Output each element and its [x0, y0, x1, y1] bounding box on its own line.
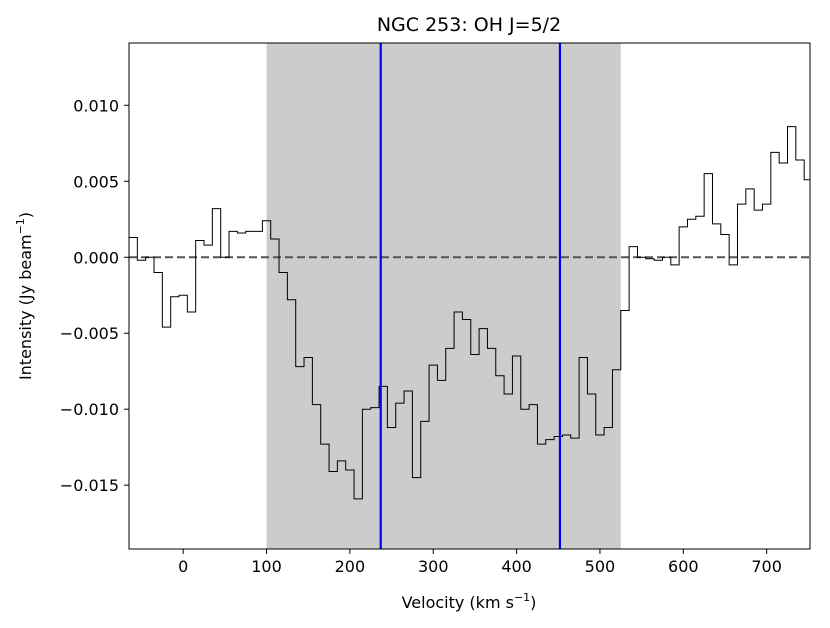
y-tick-label: −0.010	[60, 400, 119, 419]
y-axis-title-tail: )	[16, 212, 35, 218]
x-tick-label: 200	[335, 557, 366, 576]
plot-area	[129, 43, 810, 549]
y-axis-title-base: Intensity (Jy beam	[16, 234, 35, 380]
axes: 0 100 200 300 400 500 600 700 −0.015 −0.010 −0.005…	[60, 42, 811, 576]
spectrum-series-0	[129, 126, 810, 500]
x-axis-title-exponent: −1	[514, 591, 530, 604]
plot-content	[129, 43, 810, 549]
plot-frame	[128, 42, 811, 550]
y-tick-label: 0.000	[73, 248, 119, 267]
chart-title: NGC 253: OH J=5/2	[377, 14, 561, 36]
x-tick-label: 500	[585, 557, 616, 576]
y-tick-label: −0.005	[60, 324, 119, 343]
y-tick-label: 0.010	[73, 96, 119, 115]
x-tick-label: 700	[751, 557, 782, 576]
y-axis-title: Intensity (Jy beam−1)	[14, 212, 35, 380]
x-tick-label: 100	[251, 557, 282, 576]
x-tick-label: 400	[501, 557, 532, 576]
x-tick-label: 0	[178, 557, 188, 576]
x-axis-title-base: Velocity (km s	[402, 593, 514, 612]
y-tick-label: −0.015	[60, 476, 119, 495]
x-axis-title: Velocity (km s−1)	[402, 591, 537, 612]
shaded-region	[266, 43, 621, 549]
x-tick-label: 600	[668, 557, 699, 576]
x-tick-label: 300	[418, 557, 449, 576]
y-axis-title-exponent: −1	[14, 218, 27, 234]
y-tick-label: 0.005	[73, 172, 119, 191]
x-axis-title-tail: )	[530, 593, 536, 612]
